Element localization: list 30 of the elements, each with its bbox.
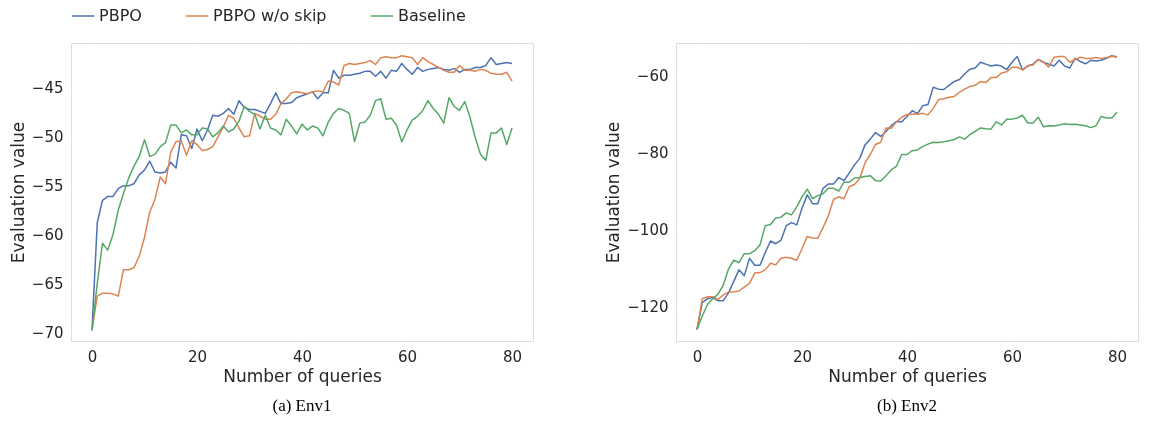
text: (b) Env2 <box>877 396 937 415</box>
x-tick-label: 0 <box>87 347 98 366</box>
x-tick-label: 20 <box>187 347 208 366</box>
y-tick-label: −100 <box>627 220 669 239</box>
x-tick-label: 80 <box>502 347 523 366</box>
line-series <box>696 111 1118 331</box>
y-tick-label: −60 <box>31 226 64 244</box>
y-tick-label: −50 <box>31 128 64 147</box>
text: (a) Env1 <box>272 396 332 415</box>
x-axis-title: Number of queries <box>223 365 382 386</box>
legend-label: Baseline <box>398 6 466 25</box>
y-tick-label: −70 <box>31 323 64 342</box>
y-tick-label: −45 <box>31 79 64 98</box>
x-tick-label: 20 <box>792 347 813 366</box>
x-tick-label: 0 <box>692 347 703 366</box>
legend-label: PBPO <box>99 6 142 25</box>
y-tick-label: −120 <box>627 297 669 316</box>
y-tick-label: −80 <box>636 144 669 163</box>
y-tick-label: −55 <box>31 177 64 196</box>
y-axis-title: Evaluation value <box>603 121 624 264</box>
x-tick-label: 80 <box>1107 347 1128 366</box>
x-tick-label: 40 <box>292 347 313 366</box>
x-tick-label: 40 <box>897 347 918 366</box>
x-axis-title: Number of queries <box>828 365 987 386</box>
legend-label: PBPO w/o skip <box>213 6 327 25</box>
x-tick-label: 60 <box>1002 347 1023 366</box>
y-tick-label: −60 <box>636 67 669 86</box>
y-axis-title: Evaluation value <box>7 121 28 264</box>
x-tick-label: 60 <box>397 347 418 366</box>
y-tick-label: −65 <box>31 274 64 293</box>
